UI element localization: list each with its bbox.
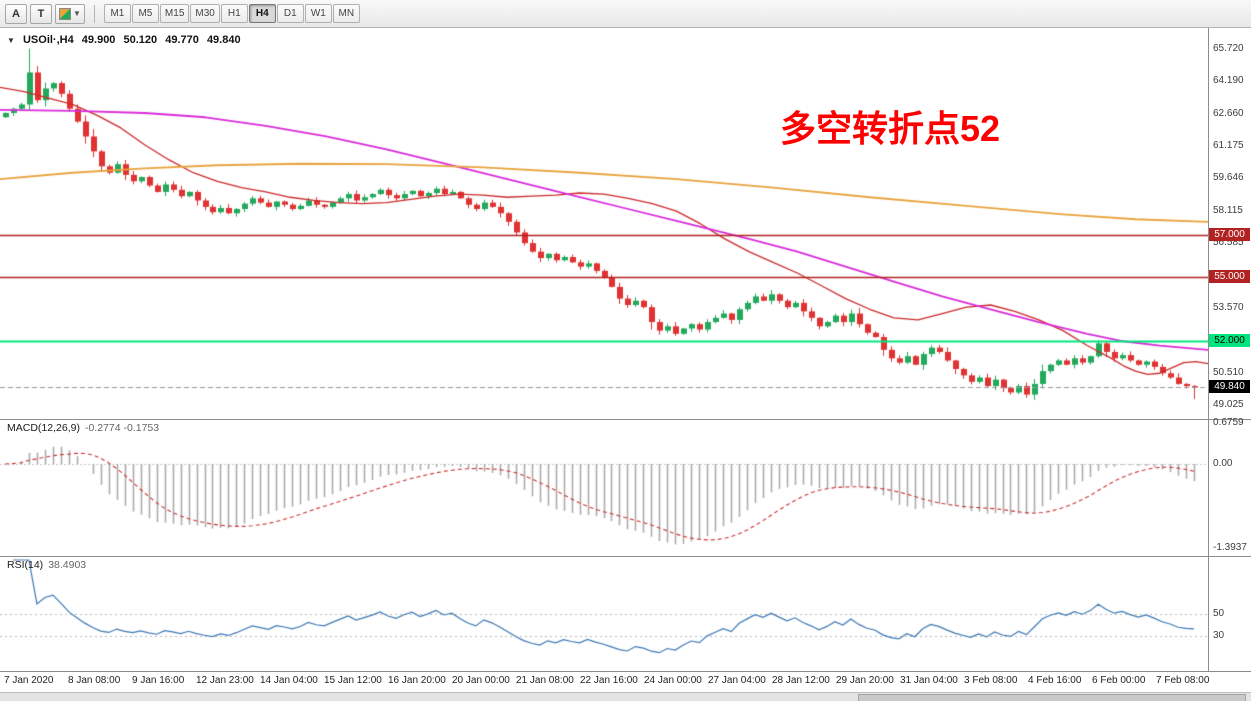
time-axis-label: 29 Jan 20:00 (836, 675, 894, 686)
toolbar-button-a[interactable]: A (5, 3, 27, 24)
price-axis-label: 53.570 (1213, 301, 1244, 313)
rsi-level-label: 50 (1213, 608, 1225, 619)
timeframe-button-w1[interactable]: W1 (304, 4, 332, 23)
time-axis-label: 4 Feb 16:00 (1028, 675, 1082, 686)
time-axis-label: 3 Feb 08:00 (964, 675, 1018, 686)
timeframe-button-m15[interactable]: M15 (159, 4, 190, 23)
chevron-down-icon: ▼ (73, 9, 81, 18)
rsi-panel-canvas[interactable] (0, 556, 1208, 671)
time-axis-label: 15 Jan 12:00 (324, 675, 382, 686)
time-axis-separator (0, 671, 1251, 672)
price-axis-label: 61.175 (1213, 139, 1244, 151)
macd-axis-label: -1.3937 (1213, 541, 1247, 553)
macd-axis-label: 0.6759 (1213, 417, 1244, 429)
time-axis-label: 16 Jan 20:00 (388, 675, 446, 686)
collapse-icon[interactable]: ▼ (7, 36, 15, 45)
toolbar: A T ▼ M1 M5 M15 M30 H1 H4 D1 W1 MN (0, 0, 1251, 28)
time-axis-label: 22 Jan 16:00 (580, 675, 638, 686)
rsi-name: RSI(14) (7, 559, 44, 571)
time-axis[interactable] (0, 672, 1251, 692)
time-axis-label: 28 Jan 12:00 (772, 675, 830, 686)
price-axis-label: 56.585 (1213, 237, 1244, 249)
symbol-period-label: USOil·,H4 (22, 34, 74, 46)
timeframe-button-m5[interactable]: M5 (131, 4, 159, 23)
horizontal-scrollbar[interactable] (0, 692, 1251, 701)
price-axis-label: 62.660 (1213, 107, 1244, 119)
price-axis-label: 65.720 (1213, 42, 1244, 54)
time-axis-label: 20 Jan 00:00 (452, 675, 510, 686)
price-axis-label: 64.190 (1213, 75, 1244, 87)
time-axis-label: 7 Feb 08:00 (1156, 675, 1210, 686)
time-axis-label: 24 Jan 00:00 (644, 675, 702, 686)
ohlc-open: 49.900 (81, 34, 116, 46)
price-axis[interactable] (1209, 28, 1251, 671)
toolbar-button-t[interactable]: T (30, 3, 52, 24)
price-axis-separator (1208, 28, 1209, 671)
timeframe-button-d1[interactable]: D1 (276, 4, 304, 23)
main-chart-canvas[interactable] (0, 28, 1208, 419)
chart-annotation-text[interactable]: 多空转折点52 (780, 108, 1001, 149)
scrollbar-thumb[interactable] (858, 694, 1246, 701)
macd-panel-canvas[interactable] (0, 419, 1208, 556)
time-axis-label: 12 Jan 23:00 (196, 675, 254, 686)
price-axis-label: 58.115 (1213, 204, 1243, 216)
macd-axis-label: 0.00 (1213, 458, 1233, 469)
timeframe-button-m30[interactable]: M30 (190, 4, 220, 23)
price-axis-label: 59.646 (1213, 172, 1244, 184)
timeframe-button-mn[interactable]: MN (332, 4, 360, 23)
timeframe-group: M1 M5 M15 M30 H1 H4 D1 W1 MN (103, 4, 361, 23)
paint-icon (59, 7, 71, 20)
chart-header: ▼ USOil·,H4 49.900 50.120 49.770 49.840 (7, 34, 246, 46)
price-axis-label: 50.510 (1213, 367, 1244, 379)
timeframe-button-h4[interactable]: H4 (248, 4, 276, 23)
toolbar-separator (93, 4, 95, 23)
ohlc-close: 49.840 (206, 34, 241, 46)
time-axis-label: 21 Jan 08:00 (516, 675, 574, 686)
macd-label: MACD(12,26,9) -0.2774 -0.1753 (7, 422, 159, 434)
rsi-label: RSI(14) 38.4903 (7, 559, 86, 571)
rsi-level-label: 30 (1213, 629, 1225, 641)
time-axis-label: 8 Jan 08:00 (68, 675, 121, 686)
hline-price-badge: 55.000 (1209, 270, 1250, 284)
draw-color-button[interactable]: ▼ (55, 3, 85, 24)
ohlc-high: 50.120 (123, 34, 158, 46)
time-axis-label: 31 Jan 04:00 (900, 675, 958, 686)
macd-name: MACD(12,26,9) (7, 422, 80, 434)
hline-price-badge: 52.000 (1209, 334, 1250, 348)
rsi-panel-separator[interactable] (0, 556, 1251, 557)
time-axis-label: 9 Jan 16:00 (132, 675, 185, 686)
macd-values: -0.2774 -0.1753 (84, 422, 160, 434)
price-axis-label: 49.025 (1213, 398, 1244, 410)
time-axis-label: 7 Jan 2020 (4, 675, 54, 686)
hline-price-badge: 57.000 (1209, 227, 1250, 241)
timeframe-button-m1[interactable]: M1 (103, 4, 131, 23)
current-price-badge: 49.840 (1209, 380, 1250, 394)
rsi-value: 38.4903 (48, 559, 87, 571)
timeframe-button-h1[interactable]: H1 (220, 4, 248, 23)
macd-panel-separator[interactable] (0, 419, 1251, 420)
time-axis-label: 14 Jan 04:00 (260, 675, 318, 686)
ohlc-low: 49.770 (165, 34, 199, 46)
time-axis-label: 6 Feb 00:00 (1092, 675, 1146, 686)
time-axis-label: 27 Jan 04:00 (708, 675, 766, 686)
